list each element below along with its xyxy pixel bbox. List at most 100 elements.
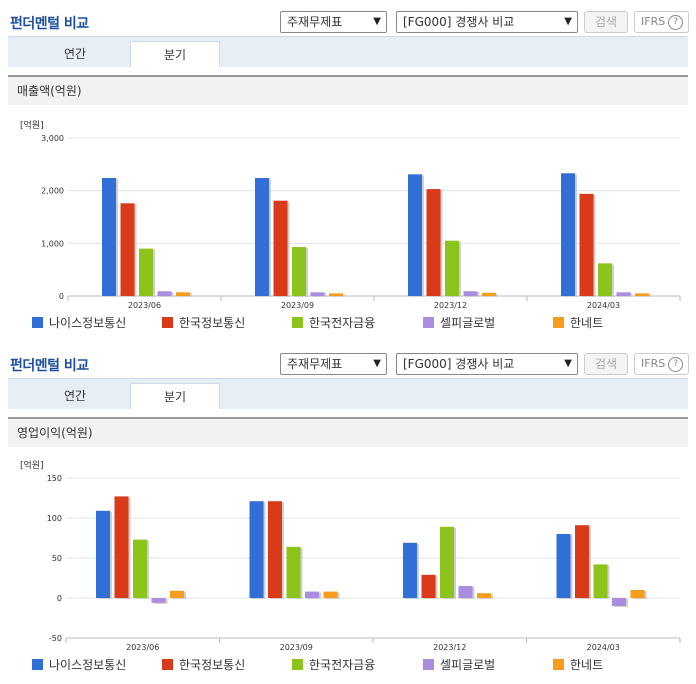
search-button[interactable]: 검색 (584, 11, 628, 33)
legend-item[interactable]: 한국정보통신 (162, 314, 245, 331)
ifrs-help-button[interactable]: IFRS? (634, 11, 689, 33)
bar (561, 173, 575, 296)
legend-item[interactable]: 셀피글로벌 (423, 656, 495, 673)
bar (612, 598, 626, 606)
legend-label: 한국전자금융 (309, 316, 376, 330)
fundamental-section-operating-profit: 펀더멘털 비교 주재무제표 ▼ [FG000] 경쟁사 비교 ▼ 검색 IFRS… (0, 346, 696, 672)
bar (292, 247, 306, 296)
y-tick-label: 3,000 (41, 134, 64, 143)
period-tabs: 연간 분기 (8, 36, 688, 67)
chart-title: 매출액(억원) (8, 75, 688, 105)
legend-label: 나이스정보통신 (49, 658, 127, 672)
bar (421, 574, 436, 598)
legend-item[interactable]: 한네트 (553, 314, 603, 331)
revenue-bar-chart: [억원] 0 1,000 2,000 3,000 2023/06 2023/09 2023/1… (20, 119, 681, 310)
bar (286, 546, 301, 598)
bar (440, 526, 454, 598)
bar (458, 586, 473, 598)
bar (575, 525, 589, 598)
section-header: 펀더멘털 비교 주재무제표 ▼ [FG000] 경쟁사 비교 ▼ 검색 IFRS… (0, 4, 696, 36)
bar (268, 501, 282, 598)
tab-annual[interactable]: 연간 (63, 47, 87, 61)
peer-group-select[interactable]: [FG000] 경쟁사 비교 ▼ (396, 11, 578, 33)
legend-label: 나이스정보통신 (49, 316, 127, 330)
ifrs-label: IFRS (641, 357, 666, 370)
legend-label: 셀피글로벌 (440, 658, 496, 672)
statement-type-select[interactable]: 주재무제표 ▼ (280, 353, 387, 375)
bar (598, 263, 612, 296)
peer-group-select[interactable]: [FG000] 경쟁사 비교 ▼ (396, 353, 578, 375)
legend-item[interactable]: 한국전자금융 (292, 314, 375, 331)
bar (170, 590, 184, 598)
y-tick-label: 150 (47, 474, 62, 483)
operating-profit-bar-chart: [억원] -50 0 50 100 150 2023/06 2023/09 2023/12 202… (20, 459, 681, 652)
y-tick-label: 0 (57, 594, 62, 603)
y-unit-label: [억원] (20, 459, 44, 471)
tab-quarterly[interactable]: 분기 (130, 383, 220, 409)
bar (635, 293, 649, 296)
chevron-down-icon: ▼ (373, 358, 381, 369)
chevron-down-icon: ▼ (373, 16, 381, 27)
bar (579, 193, 594, 296)
bar (426, 189, 441, 296)
section-title: 펀더멘털 비교 (10, 358, 89, 374)
legend-label: 한국전자금융 (309, 658, 376, 672)
legend-item[interactable]: 나이스정보통신 (32, 314, 126, 331)
chevron-down-icon: ▼ (564, 16, 572, 27)
bar (249, 501, 264, 598)
legend-item[interactable]: 한네트 (553, 656, 603, 673)
y-tick-label: -50 (49, 634, 62, 643)
help-icon: ? (668, 14, 684, 30)
chevron-down-icon: ▼ (564, 358, 572, 369)
bar (255, 178, 269, 296)
search-button[interactable]: 검색 (584, 353, 628, 375)
bar (102, 178, 116, 296)
bar (630, 590, 645, 598)
y-unit-label: [억원] (20, 119, 44, 131)
section-title: 펀더멘털 비교 (10, 16, 89, 32)
legend-swatch (292, 659, 303, 670)
ifrs-label: IFRS (641, 15, 666, 28)
bar (139, 248, 153, 296)
legend-swatch (32, 317, 43, 328)
chart-title: 영업이익(억원) (8, 417, 688, 447)
x-tick-label: 2023/06 (128, 301, 161, 310)
y-tick-label: 100 (47, 514, 62, 523)
statement-type-value: 주재무제표 (287, 357, 343, 371)
y-tick-label: 1,000 (41, 239, 64, 248)
legend-item[interactable]: 셀피글로벌 (423, 314, 495, 331)
help-icon: ? (668, 356, 684, 372)
bar (593, 564, 608, 598)
x-tick-label: 2024/03 (587, 301, 620, 310)
bar (463, 291, 478, 296)
legend-item[interactable]: 나이스정보통신 (32, 656, 126, 673)
x-tick-label: 2024/03 (587, 643, 620, 652)
legend-item[interactable]: 한국정보통신 (162, 656, 245, 673)
y-tick-label: 0 (59, 292, 64, 301)
legend-swatch (162, 317, 173, 328)
ifrs-help-button[interactable]: IFRS? (634, 353, 689, 375)
x-tick-label: 2023/06 (126, 643, 159, 652)
bar (616, 292, 631, 296)
bar (329, 293, 343, 296)
bar (273, 200, 288, 296)
peer-group-value: [FG000] 경쟁사 비교 (403, 357, 515, 371)
legend-swatch (423, 317, 434, 328)
bar (445, 240, 459, 296)
legend-item[interactable]: 한국전자금융 (292, 656, 375, 673)
x-tick-label: 2023/09 (280, 643, 313, 652)
legend-swatch (423, 659, 434, 670)
bar (133, 539, 147, 598)
statement-type-select[interactable]: 주재무제표 ▼ (280, 11, 387, 33)
bar (305, 591, 319, 598)
legend-swatch (162, 659, 173, 670)
y-tick-label: 50 (52, 554, 62, 563)
bar (120, 203, 135, 296)
period-tabs: 연간 분기 (8, 378, 688, 409)
legend-swatch (292, 317, 303, 328)
tab-quarterly[interactable]: 분기 (130, 41, 220, 67)
legend-swatch (32, 659, 43, 670)
tab-annual[interactable]: 연간 (63, 389, 87, 403)
x-tick-label: 2023/09 (281, 301, 314, 310)
y-tick-label: 2,000 (41, 187, 64, 196)
